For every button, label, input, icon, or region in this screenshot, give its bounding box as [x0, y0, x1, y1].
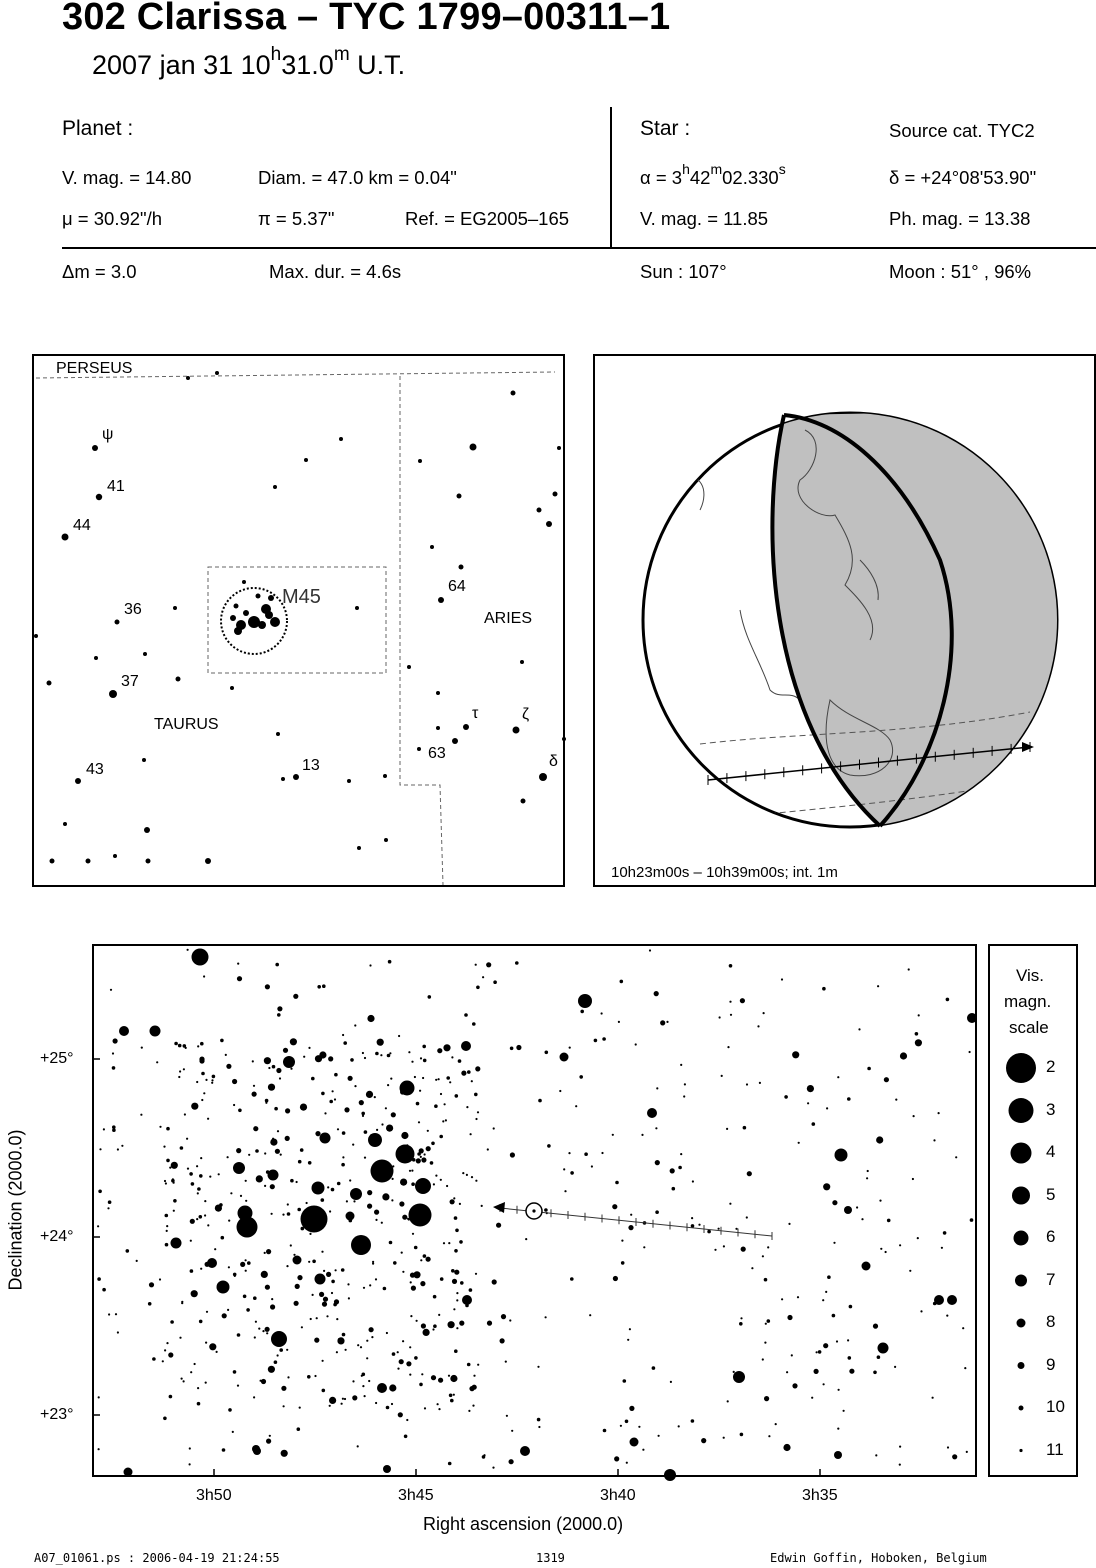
earth-globe-panel — [593, 354, 1096, 887]
label-43: 43 — [86, 761, 104, 778]
alpha-minute-unit: m — [710, 161, 723, 177]
legend-title-line-3: scale — [1009, 1018, 1049, 1037]
time-suffix: U.T. — [349, 50, 406, 80]
label-psi: ψ — [102, 426, 114, 443]
label-13: 13 — [302, 757, 320, 774]
alpha-minutes: 42 — [689, 167, 711, 189]
label-44: 44 — [73, 517, 91, 534]
y-tick-label-23: +23° — [40, 1406, 74, 1423]
legend-label-mag-6: 6 — [1046, 1227, 1056, 1246]
planet-parallax: π = 5.37" — [258, 208, 335, 229]
sky-overview-map — [32, 354, 565, 887]
time-hour-unit: h — [270, 44, 282, 65]
y-tick-label-25: +25° — [40, 1050, 74, 1067]
label-taurus: TAURUS — [154, 716, 219, 733]
info-divider-horizontal — [62, 247, 1096, 249]
star-right-ascension: α = 3h42m02.330s — [640, 161, 786, 189]
label-tau: τ — [472, 705, 479, 722]
time-minute-unit: m — [333, 44, 350, 65]
magnitude-legend — [988, 944, 1078, 1477]
legend-title-line-1: Vis. — [1016, 966, 1045, 985]
time-minutes: 31.0 — [281, 50, 334, 80]
alpha-seconds: 02.330 — [722, 167, 779, 189]
label-36: 36 — [124, 601, 142, 618]
legend-label-mag-3: 3 — [1046, 1099, 1056, 1119]
label-aries: ARIES — [484, 610, 533, 627]
magnitude-drop: Δm = 3.0 — [62, 261, 137, 282]
info-divider-vertical — [610, 107, 612, 247]
x-axis-label: Right ascension (2000.0) — [423, 1514, 624, 1534]
y-axis-label: Declination (2000.0) — [5, 1129, 26, 1291]
star-declination: δ = +24°08'53.90" — [889, 167, 1037, 188]
label-perseus: PERSEUS — [56, 360, 133, 377]
label-37: 37 — [121, 673, 139, 690]
legend-label-mag-2: 2 — [1046, 1057, 1056, 1076]
x-tick-label-3h35: 3h35 — [802, 1487, 838, 1504]
planet-vmag: V. mag. = 14.80 — [62, 167, 192, 188]
y-tick-label-24: +24° — [40, 1228, 74, 1245]
label-41: 41 — [107, 478, 125, 495]
star-source-catalog: Source cat. TYC2 — [889, 120, 1035, 141]
globe-time-caption: 10h23m00s – 10h39m00s; int. 1m — [611, 864, 838, 881]
planet-reference: Ref. = EG2005–165 — [405, 208, 570, 229]
star-heading: Star : — [640, 117, 691, 140]
legend-label-mag-10: 10 — [1046, 1397, 1065, 1416]
star-phmag: Ph. mag. = 13.38 — [889, 208, 1031, 229]
legend-label-mag-4: 4 — [1046, 1142, 1056, 1161]
x-tick-label-3h40: 3h40 — [600, 1487, 636, 1504]
page-title: 302 Clarissa – TYC 1799–00311–1 — [62, 0, 671, 38]
planet-motion: μ = 30.92"/h — [62, 208, 163, 229]
event-datetime: 2007 jan 31 10h31.0m U.T. — [92, 44, 406, 81]
legend-title-line-2: magn. — [1004, 992, 1052, 1011]
planet-diameter: Diam. = 47.0 km = 0.04" — [258, 167, 457, 188]
x-tick-label-3h45: 3h45 — [398, 1487, 434, 1504]
legend-label-mag-5: 5 — [1046, 1184, 1056, 1204]
legend-label-mag-8: 8 — [1046, 1312, 1056, 1331]
label-m45: M45 — [282, 586, 321, 608]
max-duration: Max. dur. = 4.6s — [269, 261, 402, 282]
alpha-second-unit: s — [778, 161, 786, 177]
x-tick-label-3h50: 3h50 — [196, 1487, 232, 1504]
legend-label-mag-7: 7 — [1046, 1269, 1056, 1289]
star-vmag: V. mag. = 11.85 — [640, 208, 769, 229]
label-zeta: ζ — [522, 706, 530, 723]
footer-author: Edwin Goffin, Hoboken, Belgium — [770, 1551, 987, 1565]
sun-elongation: Sun : 107° — [640, 261, 727, 282]
legend-label-mag-9: 9 — [1046, 1354, 1056, 1374]
label-64: 64 — [448, 578, 466, 595]
footer-page-number: 1319 — [536, 1551, 565, 1565]
alpha-hour-unit: h — [682, 161, 690, 177]
label-63: 63 — [428, 745, 446, 762]
label-delta: δ — [549, 753, 558, 770]
detailed-star-chart — [92, 944, 977, 1477]
date-prefix: 2007 jan 31 10 — [92, 50, 271, 80]
planet-heading: Planet : — [62, 117, 134, 140]
footer-file: A07_01061.ps : 2006-04-19 21:24:55 — [34, 1551, 280, 1565]
legend-label-mag-11: 11 — [1046, 1439, 1064, 1459]
alpha-prefix: α = 3 — [640, 167, 683, 189]
moon-elongation: Moon : 51° , 96% — [889, 261, 1032, 282]
